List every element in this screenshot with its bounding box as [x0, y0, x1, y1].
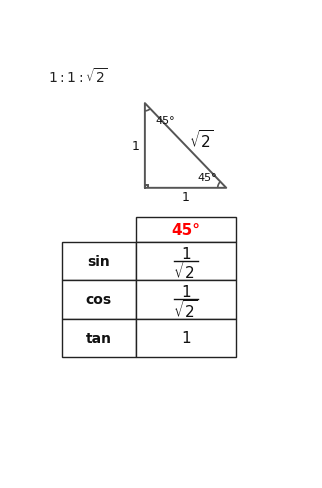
Text: 45°: 45° — [171, 223, 201, 237]
Text: $1:1:\sqrt{2}$: $1:1:\sqrt{2}$ — [48, 67, 108, 86]
Text: 45°: 45° — [197, 173, 217, 183]
Text: tan: tan — [86, 331, 112, 345]
Text: sin: sin — [87, 254, 110, 268]
Bar — [136, 319, 236, 358]
Text: 1: 1 — [132, 140, 139, 153]
Bar — [136, 281, 236, 319]
Text: 45°: 45° — [155, 116, 175, 125]
Text: 1: 1 — [181, 246, 191, 261]
Text: 1: 1 — [181, 331, 191, 346]
Text: $\sqrt{2}$: $\sqrt{2}$ — [174, 260, 198, 282]
Text: 1: 1 — [181, 285, 191, 300]
Bar — [62, 242, 136, 281]
Bar — [136, 218, 236, 242]
Text: $\sqrt{2}$: $\sqrt{2}$ — [174, 298, 198, 320]
Bar — [62, 281, 136, 319]
Bar — [136, 242, 236, 281]
Text: cos: cos — [86, 293, 112, 307]
Text: $\sqrt{2}$: $\sqrt{2}$ — [189, 129, 213, 151]
Text: 1: 1 — [182, 190, 190, 203]
Bar — [62, 319, 136, 358]
